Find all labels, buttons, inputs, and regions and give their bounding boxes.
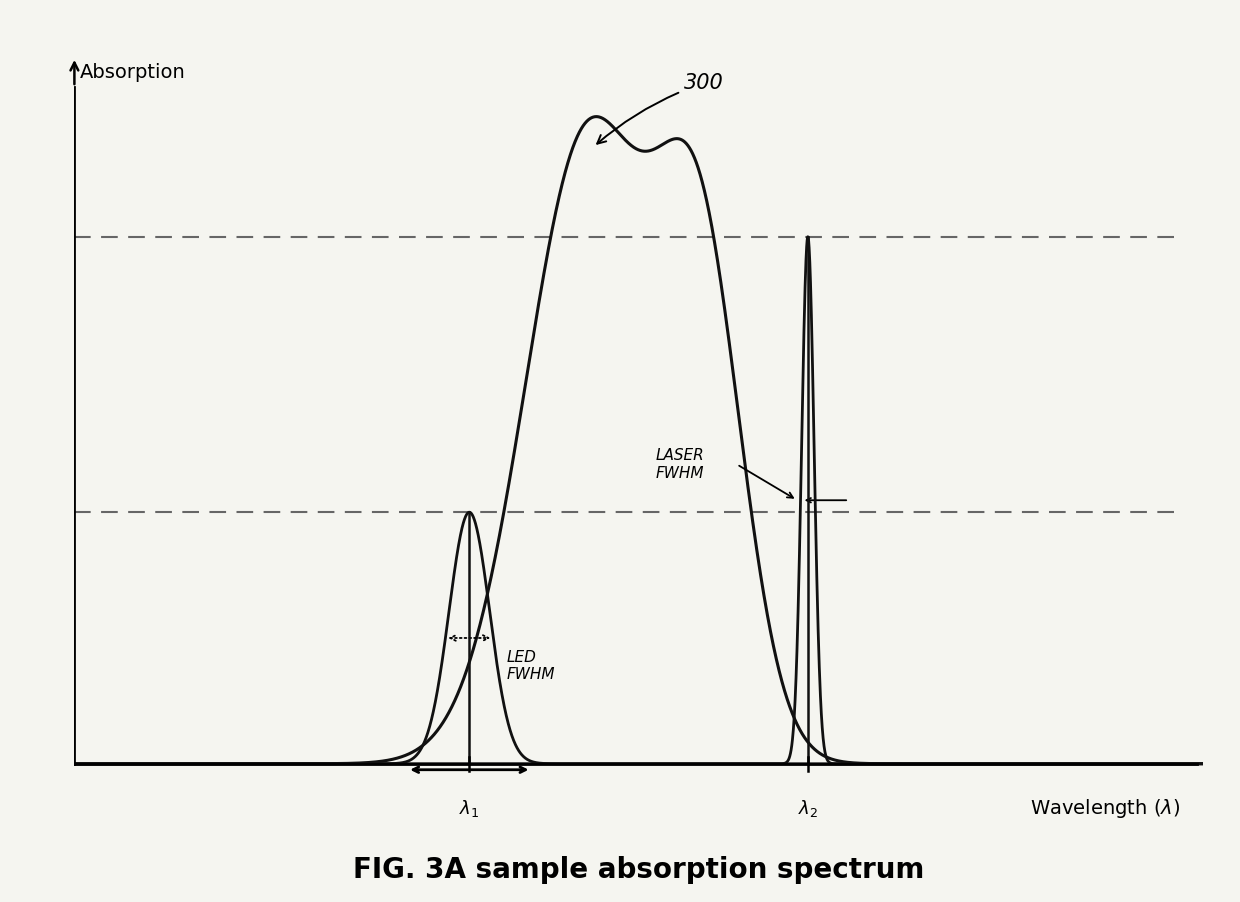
Text: Wavelength ($\lambda$): Wavelength ($\lambda$)	[1030, 796, 1180, 820]
Text: FIG. 3A sample absorption spectrum: FIG. 3A sample absorption spectrum	[353, 856, 924, 884]
Text: Absorption: Absorption	[81, 63, 186, 82]
Text: $\lambda_1$: $\lambda_1$	[459, 798, 480, 820]
Text: LED
FWHM: LED FWHM	[507, 650, 556, 682]
Text: 300: 300	[598, 73, 723, 143]
Text: LASER
FWHM: LASER FWHM	[656, 448, 704, 481]
Text: $\lambda_2$: $\lambda_2$	[797, 798, 818, 820]
